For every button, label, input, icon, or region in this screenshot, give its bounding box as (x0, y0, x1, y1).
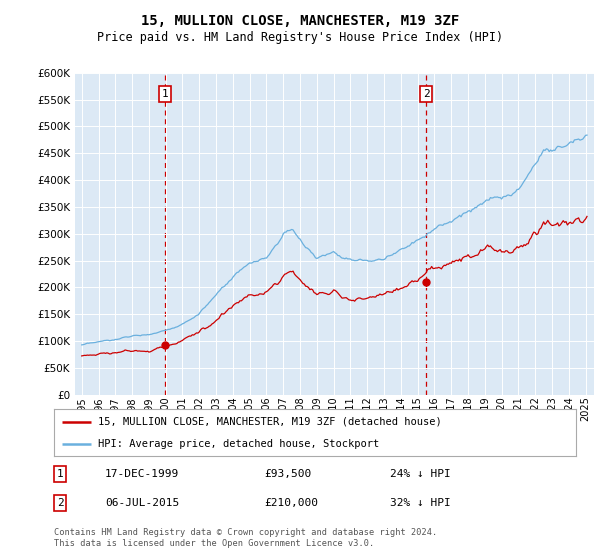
Text: £93,500: £93,500 (264, 469, 311, 479)
Text: HPI: Average price, detached house, Stockport: HPI: Average price, detached house, Stoc… (98, 438, 380, 449)
Text: 17-DEC-1999: 17-DEC-1999 (105, 469, 179, 479)
Text: 2: 2 (423, 88, 430, 99)
Text: Price paid vs. HM Land Registry's House Price Index (HPI): Price paid vs. HM Land Registry's House … (97, 31, 503, 44)
Text: 15, MULLION CLOSE, MANCHESTER, M19 3ZF (detached house): 15, MULLION CLOSE, MANCHESTER, M19 3ZF (… (98, 417, 442, 427)
Text: 24% ↓ HPI: 24% ↓ HPI (390, 469, 451, 479)
Text: Contains HM Land Registry data © Crown copyright and database right 2024.
This d: Contains HM Land Registry data © Crown c… (54, 528, 437, 548)
Text: 15, MULLION CLOSE, MANCHESTER, M19 3ZF: 15, MULLION CLOSE, MANCHESTER, M19 3ZF (141, 14, 459, 28)
Text: 06-JUL-2015: 06-JUL-2015 (105, 498, 179, 508)
Text: £210,000: £210,000 (264, 498, 318, 508)
Text: 2: 2 (56, 498, 64, 508)
Text: 32% ↓ HPI: 32% ↓ HPI (390, 498, 451, 508)
Text: 1: 1 (56, 469, 64, 479)
Text: 1: 1 (161, 88, 169, 99)
